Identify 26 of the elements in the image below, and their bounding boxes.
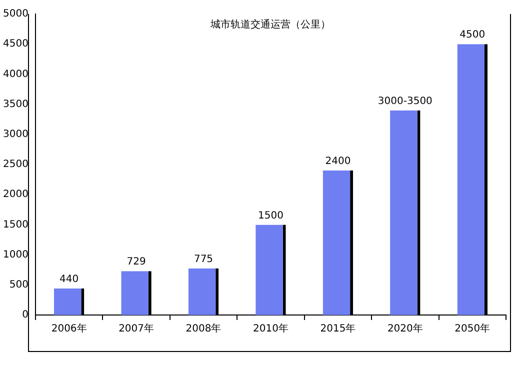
y-tick-label: 5000 bbox=[2, 8, 28, 20]
y-tick-label: 2500 bbox=[2, 159, 28, 170]
y-tick-label: 1500 bbox=[2, 219, 28, 230]
data-label: 775 bbox=[194, 254, 214, 265]
y-tick-label: 4500 bbox=[2, 38, 28, 50]
y-tick-label: 3500 bbox=[2, 98, 28, 110]
x-tick-label: 2007年 bbox=[118, 322, 154, 335]
text: 城市轨道交通运营（公里） bbox=[210, 18, 331, 31]
x-tick-label: 2050年 bbox=[454, 322, 490, 335]
x-tick-label: 2008年 bbox=[186, 322, 222, 335]
y-tick-label: 1000 bbox=[2, 249, 28, 260]
y-tick-label: 0 bbox=[22, 310, 28, 321]
y-tick-label: 500 bbox=[9, 279, 28, 290]
x-tick-label: 2020年 bbox=[387, 322, 423, 335]
data-label: 440 bbox=[60, 274, 79, 286]
data-label: 2400 bbox=[325, 156, 351, 168]
data-label: 4500 bbox=[460, 30, 486, 41]
y-tick-label: 2000 bbox=[2, 189, 28, 200]
x-tick-label: 2015年 bbox=[320, 322, 356, 335]
data-label: 729 bbox=[126, 256, 146, 268]
data-label: 1500 bbox=[258, 210, 284, 222]
data-label: 3000-3500 bbox=[378, 96, 432, 107]
y-tick-label: 4000 bbox=[2, 68, 28, 80]
x-tick-label: 2010年 bbox=[253, 322, 288, 335]
y-tick-label: 3000 bbox=[2, 128, 28, 140]
x-tick-label: 2006年 bbox=[51, 322, 87, 335]
